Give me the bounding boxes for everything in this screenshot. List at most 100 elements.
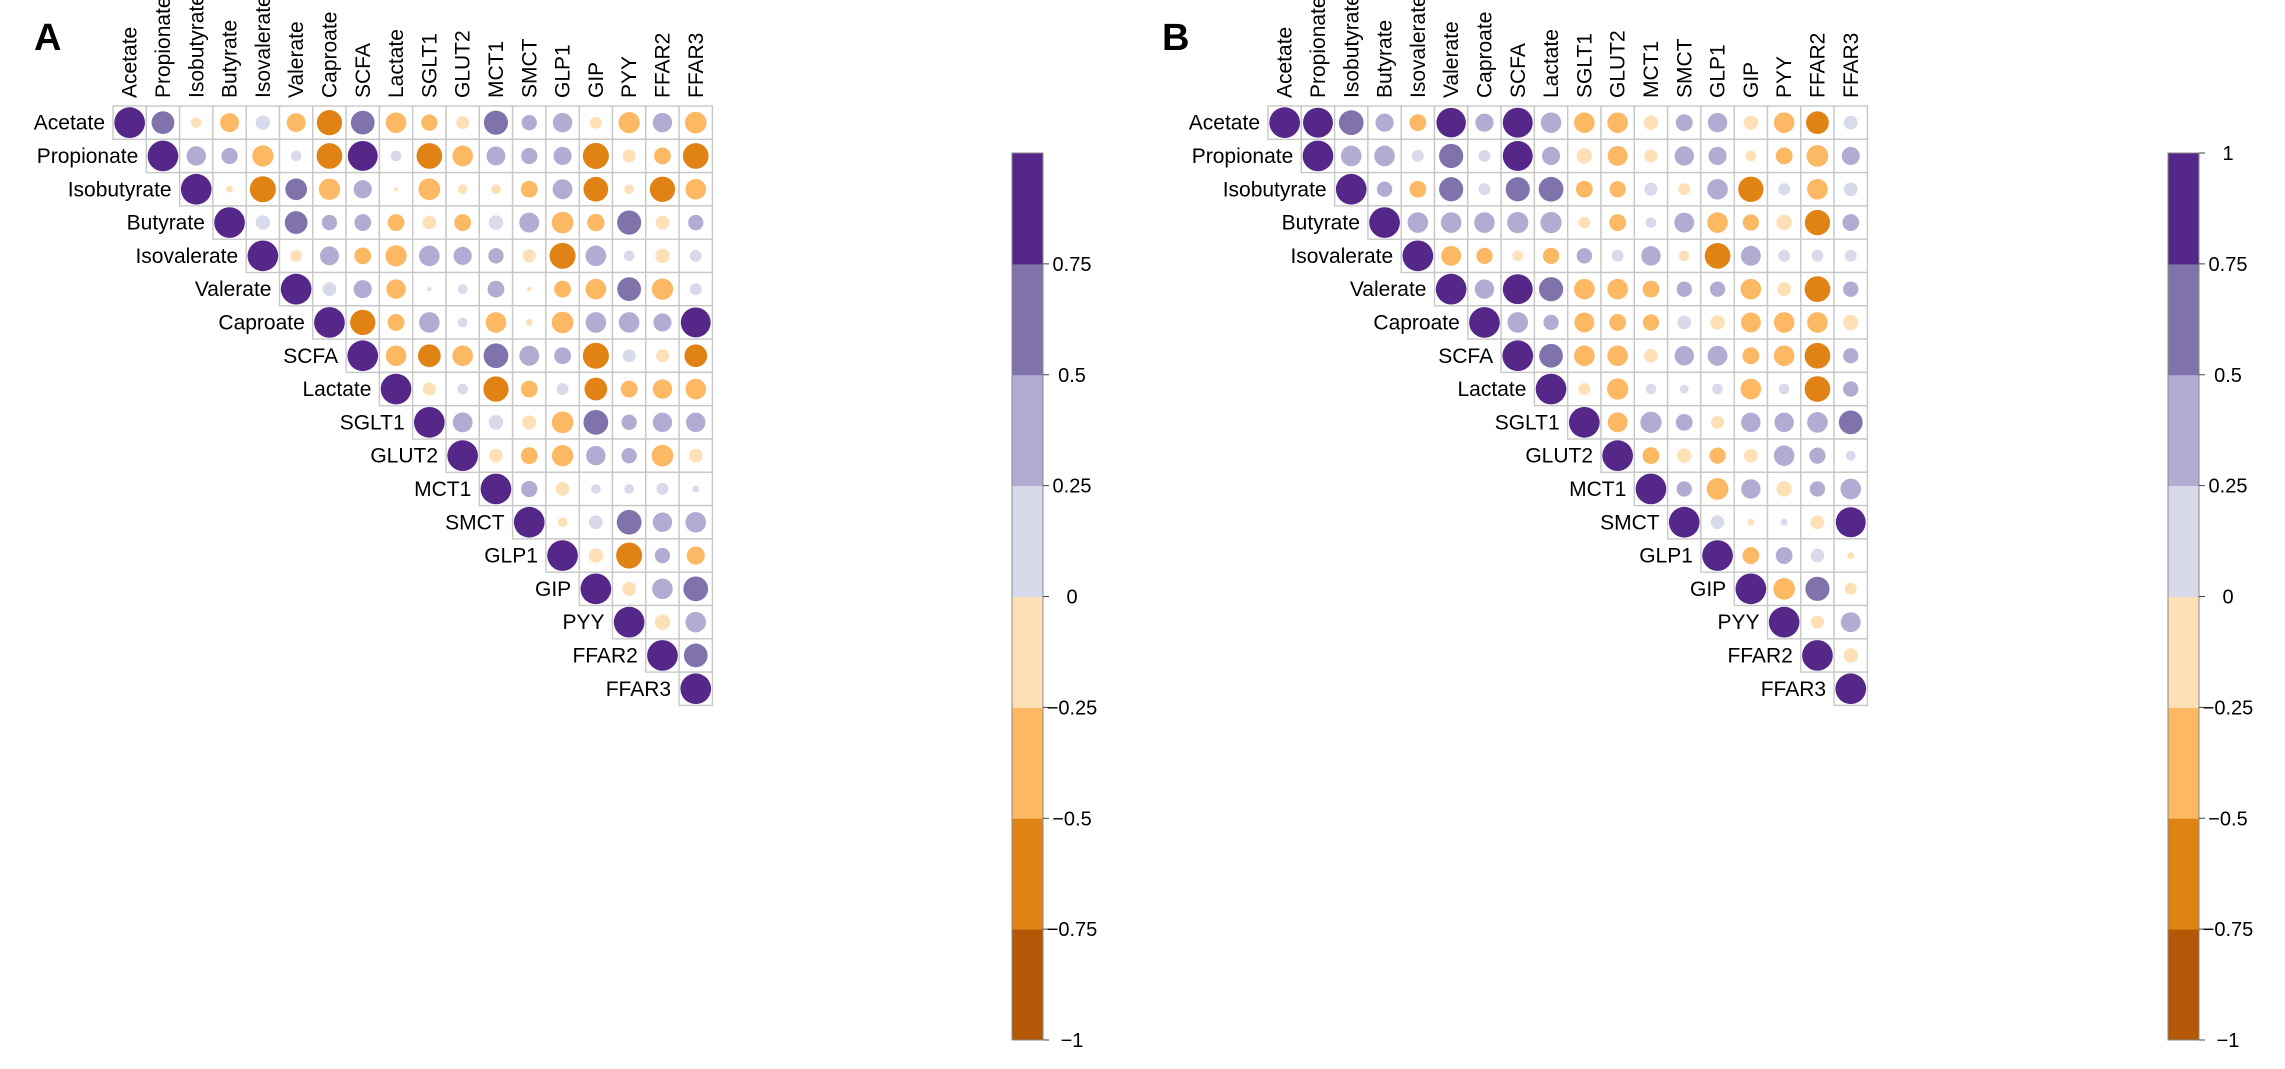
panel-b-corr-butyrate-ffar3 <box>1842 214 1860 231</box>
panel-b-corr-smct-ffar3 <box>1835 507 1866 538</box>
panel-b-corr-caproate-caproate <box>1469 307 1500 338</box>
panel-a-corr-mct1-smct <box>521 480 538 498</box>
panel-a-corr-isovalerate-gip <box>585 245 607 267</box>
panel-b-colorbar-tick-label: 1 <box>2222 143 2233 165</box>
panel-b-corr-sglt1-ffar2 <box>1807 412 1828 433</box>
panel-a-row-label-isovalerate: Isovalerate <box>135 245 238 268</box>
panel-a-corr-acetate-valerate <box>286 113 306 133</box>
panel-b-corr-scfa-ffar2 <box>1804 342 1831 369</box>
panel-a-col-label-smct: SMCT <box>518 38 541 98</box>
panel-b-corr-isovalerate-caproate <box>1476 247 1493 264</box>
panel-b-corr-butyrate-glut2 <box>1609 214 1627 231</box>
panel-a-corr-gip-pyy <box>622 581 637 596</box>
panel-b-corr-mct1-pyy <box>1776 481 1792 497</box>
panel-a-corr-valerate-gip <box>585 278 607 300</box>
panel-b-corr-lactate-mct1 <box>1645 383 1657 395</box>
panel-a-colorbar-segment <box>1012 485 1043 597</box>
panel-a-corr-caproate-pyy <box>618 312 640 333</box>
panel-b-corr-valerate-valerate <box>1435 273 1467 305</box>
panel-b-corr-smct-ffar2 <box>1810 515 1825 530</box>
panel-a-row-label-pyy: PYY <box>562 611 604 634</box>
panel-a-colorbar-tick-label: −0.75 <box>1047 919 1098 941</box>
panel-b-corr-mct1-glp1 <box>1706 478 1729 500</box>
panel-b-corr-scfa-lactate <box>1539 343 1563 368</box>
panel-b-corr-valerate-smct <box>1676 281 1692 297</box>
panel-a-corr-glut2-glp1 <box>551 445 574 467</box>
panel-b-cell <box>1766 238 1802 274</box>
panel-b-col-label-butyrate: Butyrate <box>1374 20 1397 98</box>
panel-b-corr-lactate-lactate <box>1535 373 1567 405</box>
panel-b-col-label-gip: GIP <box>1740 62 1763 98</box>
panel-b-corr-glp1-ffar3 <box>1847 552 1855 559</box>
panel-b-corr-propionate-sglt1 <box>1576 148 1593 164</box>
panel-a-colorbar-tick-label: −0.5 <box>1052 808 1091 830</box>
panel-a-row-label-butyrate: Butyrate <box>127 212 205 235</box>
panel-a-corr-glut2-mct1 <box>489 448 503 463</box>
panel-a-corr-isovalerate-smct <box>522 249 536 263</box>
panel-a-corr-propionate-isovalerate <box>252 145 274 167</box>
panel-a-corr-butyrate-scfa <box>354 214 372 231</box>
panel-a-col-label-ffar2: FFAR2 <box>651 33 674 98</box>
panel-a-corr-caproate-glp1 <box>551 311 574 334</box>
panel-a-corr-isobutyrate-ffar3 <box>685 178 707 200</box>
panel-a-corr-isovalerate-glp1 <box>549 242 576 269</box>
panel-a-corr-butyrate-glp1 <box>551 211 574 234</box>
panel-a-corr-lactate-glut2 <box>457 383 468 395</box>
panel-a-corr-caproate-lactate <box>387 314 405 331</box>
panel-b-corr-propionate-isovalerate <box>1411 150 1424 162</box>
panel-b-corr-acetate-isovalerate <box>1409 114 1427 132</box>
panel-a-corr-valerate-smct <box>527 286 532 292</box>
panel-b-corr-acetate-pyy <box>1773 112 1795 133</box>
panel-a-col-label-scfa: SCFA <box>352 43 375 98</box>
panel-b-corr-gip-pyy <box>1773 577 1796 600</box>
panel-b-corr-isovalerate-scfa <box>1512 250 1524 262</box>
panel-a-row-label-caproate: Caproate <box>218 311 304 334</box>
panel-b-corr-propionate-glp1 <box>1708 146 1727 166</box>
panel-b-corr-butyrate-lactate <box>1540 211 1562 234</box>
panel-a-corr-pyy-ffar2 <box>654 614 671 630</box>
panel-b-corr-acetate-glp1 <box>1707 112 1728 133</box>
panel-b-corr-scfa-ffar3 <box>1843 348 1859 364</box>
panel-b-corr-valerate-glut2 <box>1607 278 1628 300</box>
panel-a-corr-acetate-smct <box>521 114 537 131</box>
panel-b-corr-acetate-caproate <box>1475 113 1494 132</box>
panel-a-corr-scfa-ffar2 <box>655 349 669 363</box>
panel-a-corr-lactate-ffar2 <box>652 379 673 399</box>
panel-b-corr-acetate-smct <box>1675 114 1693 132</box>
panel-a-corr-ffar3-ffar3 <box>680 673 712 705</box>
panel-a-corr-sglt1-ffar3 <box>686 412 706 433</box>
panel-a-corr-acetate-glut2 <box>456 116 470 130</box>
panel-b-corr-scfa-gip <box>1742 347 1760 365</box>
panel-b-corr-butyrate-valerate <box>1440 212 1462 233</box>
panel-a-corr-sglt1-glut2 <box>452 412 473 433</box>
panel-a-corr-caproate-glut2 <box>457 317 468 328</box>
panel-a-corr-acetate-isovalerate <box>255 115 271 130</box>
panel-a-corr-valerate-valerate <box>280 273 312 305</box>
panel-b-corr-sglt1-smct <box>1675 413 1693 431</box>
panel-b-col-label-glp1: GLP1 <box>1707 44 1730 98</box>
panel-b-corr-isobutyrate-valerate <box>1439 177 1464 202</box>
panel-a-colorbar-tick-label: −1 <box>1061 1030 1084 1052</box>
panel-a-corr-lactate-mct1 <box>483 376 509 402</box>
panel-a-row-label-scfa: SCFA <box>283 345 338 368</box>
panel-b-corr-isobutyrate-butyrate <box>1376 181 1393 197</box>
panel-a-col-label-butyrate: Butyrate <box>219 20 242 98</box>
panel-b-corr-valerate-caproate <box>1474 279 1495 299</box>
panel-b-corr-butyrate-scfa <box>1507 211 1529 234</box>
panel-b-corr-isobutyrate-isobutyrate <box>1335 173 1367 205</box>
panel-a-corr-scfa-glut2 <box>452 345 473 367</box>
panel-a-corr-isovalerate-caproate <box>319 246 339 266</box>
panel-a-corr-glut2-gip <box>586 445 606 466</box>
panel-a-corr-butyrate-ffar2 <box>655 215 670 230</box>
panel-a-corr-smct-ffar3 <box>685 511 707 533</box>
panel-a-col-label-propionate: Propionate <box>152 0 175 98</box>
panel-a-corr-valerate-glp1 <box>554 280 571 298</box>
panel-b-corr-isovalerate-valerate <box>1441 245 1462 266</box>
panel-a-cell <box>578 238 614 274</box>
panel-b-row-label-smct: SMCT <box>1600 511 1660 534</box>
panel-a-corr-scfa-lactate <box>385 345 407 367</box>
panel-b-corr-propionate-valerate <box>1439 143 1464 169</box>
panel-b-corr-mct1-mct1 <box>1635 473 1667 505</box>
panel-b-corr-acetate-sglt1 <box>1574 112 1595 133</box>
